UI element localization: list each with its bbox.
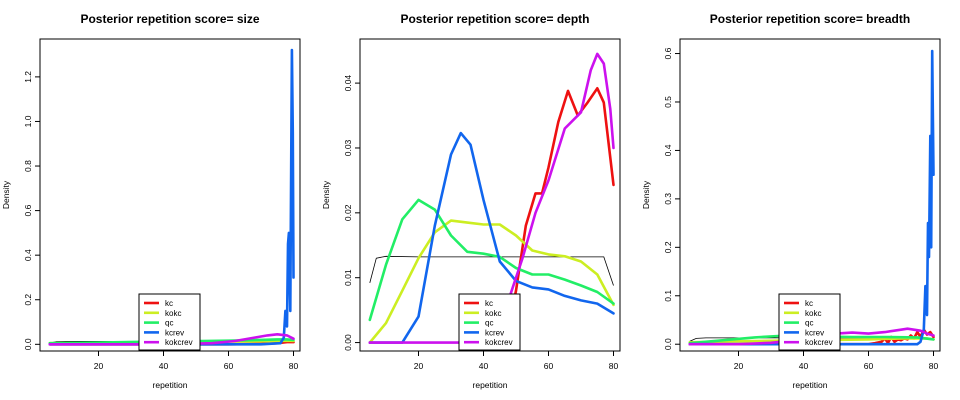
panel-size: Posterior repetition score= size 20 40 60 80… [1,12,301,390]
legend-label-qc: qc [165,319,173,328]
y-tick-label: 0.6 [663,47,673,59]
reference-density-line [369,255,614,286]
y-axis-label: Density [1,180,11,209]
x-tick-label: 20 [414,361,424,371]
legend-label-kokc: kokc [165,309,181,318]
plot-frame [39,38,301,352]
plot-frame [359,38,621,352]
x-axis-label: repetition [473,380,508,390]
series-line-kcrev [48,48,295,346]
legend-label-kokcrev: kokcrev [805,338,833,347]
series-line-kokcrev [48,333,295,346]
plot-frame [679,38,941,352]
legend-label-kc: kc [485,299,493,308]
legend-label-kcrev: kcrev [805,328,824,337]
series-line-kc [505,87,615,338]
x-tick-label: 80 [929,361,939,371]
y-tick-label: 0.04 [343,75,353,92]
y-tick-label: 0.6 [23,204,33,216]
legend-label-qc: qc [805,319,813,328]
legend-label-kcrev: kcrev [485,328,504,337]
legend-label-kc: kc [805,299,813,308]
panel-depth: Posterior repetition score= depth 20 40 60 8… [321,12,621,390]
y-tick-label: 1.2 [23,71,33,83]
y-tick-label: 0.2 [23,294,33,306]
series-line-kcrev [688,49,935,346]
y-tick-label: 0.02 [343,204,353,221]
legend-label-kokcrev: kokcrev [165,338,193,347]
x-tick-label: 60 [864,361,874,371]
x-axis-label: repetition [793,380,828,390]
legend-label-kokc: kokc [485,309,501,318]
chart-title: Posterior repetition score= depth [400,12,589,26]
x-tick-label: 80 [609,361,619,371]
x-tick-label: 20 [734,361,744,371]
x-tick-label: 40 [799,361,809,371]
series-line-kokc [368,219,615,344]
y-tick-label: 0.8 [23,160,33,172]
series-line-kcrev [368,131,615,344]
y-tick-label: 0.01 [343,269,353,286]
legend-label-kc: kc [165,299,173,308]
y-tick-label: 0.5 [663,96,673,108]
y-axis-label: Density [321,180,331,209]
panel-breadth: Posterior repetition score= breadth 20 40 6… [641,12,941,390]
y-tick-label: 0.1 [663,290,673,302]
y-tick-label: 0.4 [663,144,673,156]
x-tick-label: 60 [224,361,234,371]
legend-label-qc: qc [485,319,493,328]
legend-label-kcrev: kcrev [165,328,184,337]
x-axis-label: repetition [153,380,188,390]
legend-label-kokcrev: kokcrev [485,338,513,347]
y-tick-label: 0.0 [23,338,33,350]
y-tick-label: 0.03 [343,139,353,156]
y-tick-label: 0.2 [663,241,673,253]
chart-title: Posterior repetition score= breadth [710,12,910,26]
y-axis-label: Density [641,180,651,209]
x-tick-label: 40 [159,361,169,371]
y-tick-label: 0.0 [663,338,673,350]
y-tick-label: 0.00 [343,334,353,351]
chart-title: Posterior repetition score= size [80,12,259,26]
legend-label-kokc: kokc [805,309,821,318]
y-tick-label: 0.4 [23,249,33,261]
x-tick-label: 60 [544,361,554,371]
x-tick-label: 80 [289,361,299,371]
y-tick-label: 1.0 [23,115,33,127]
y-tick-label: 0.3 [663,193,673,205]
x-tick-label: 20 [94,361,104,371]
series-line-qc [368,198,615,322]
x-tick-label: 40 [479,361,489,371]
